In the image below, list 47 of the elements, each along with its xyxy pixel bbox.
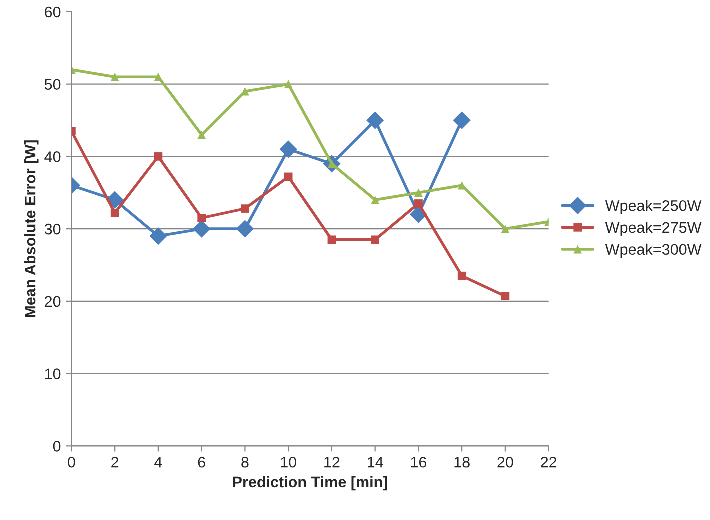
point <box>154 152 163 161</box>
point <box>501 292 510 301</box>
y-tick-label: 40 <box>44 152 61 162</box>
x-tick-label: 8 <box>242 456 249 468</box>
point <box>150 227 168 246</box>
point <box>241 204 250 213</box>
legend-label: Wpeak=250W <box>605 200 702 214</box>
point <box>110 72 120 82</box>
x-tick-label: 4 <box>154 457 162 468</box>
y-tick-label: 0 <box>53 441 61 452</box>
y-tick-label: 30 <box>44 224 61 235</box>
point <box>192 220 211 238</box>
point <box>198 130 206 140</box>
point <box>280 140 298 158</box>
x-tick-label: 12 <box>324 456 340 468</box>
point <box>453 112 471 130</box>
point <box>154 72 163 82</box>
x-tick-label: 16 <box>411 456 427 468</box>
point <box>414 200 423 208</box>
y-tick-label: 50 <box>44 79 61 90</box>
y-tick-label: 20 <box>45 296 61 308</box>
y-axis-title: Mean Absolute Error [W] <box>24 140 39 318</box>
y-tick-label: 60 <box>45 6 61 18</box>
point <box>371 196 380 204</box>
x-tick-label: 18 <box>454 456 470 468</box>
x-tick-label: 2 <box>112 456 119 468</box>
x-tick-label: 20 <box>498 456 514 468</box>
point <box>458 272 466 280</box>
point <box>236 220 254 238</box>
x-tick-label: 6 <box>198 456 206 468</box>
point <box>371 236 380 244</box>
point <box>110 208 120 218</box>
x-axis-title: Prediction Time [min] <box>233 476 388 491</box>
point <box>366 112 384 130</box>
point <box>284 172 293 182</box>
y-tick-label: 10 <box>45 368 61 380</box>
point <box>501 224 510 234</box>
point <box>328 236 336 244</box>
legend-label: Wpeak=275W <box>605 222 702 236</box>
point <box>414 188 423 198</box>
x-tick-label: 10 <box>281 456 296 468</box>
x-tick-label: 0 <box>68 456 76 468</box>
point <box>198 214 206 222</box>
x-tick-label: 14 <box>368 457 384 468</box>
legend-label: Wpeak=300W <box>605 244 702 258</box>
x-tick-label: 22 <box>541 456 557 468</box>
point <box>284 80 293 88</box>
